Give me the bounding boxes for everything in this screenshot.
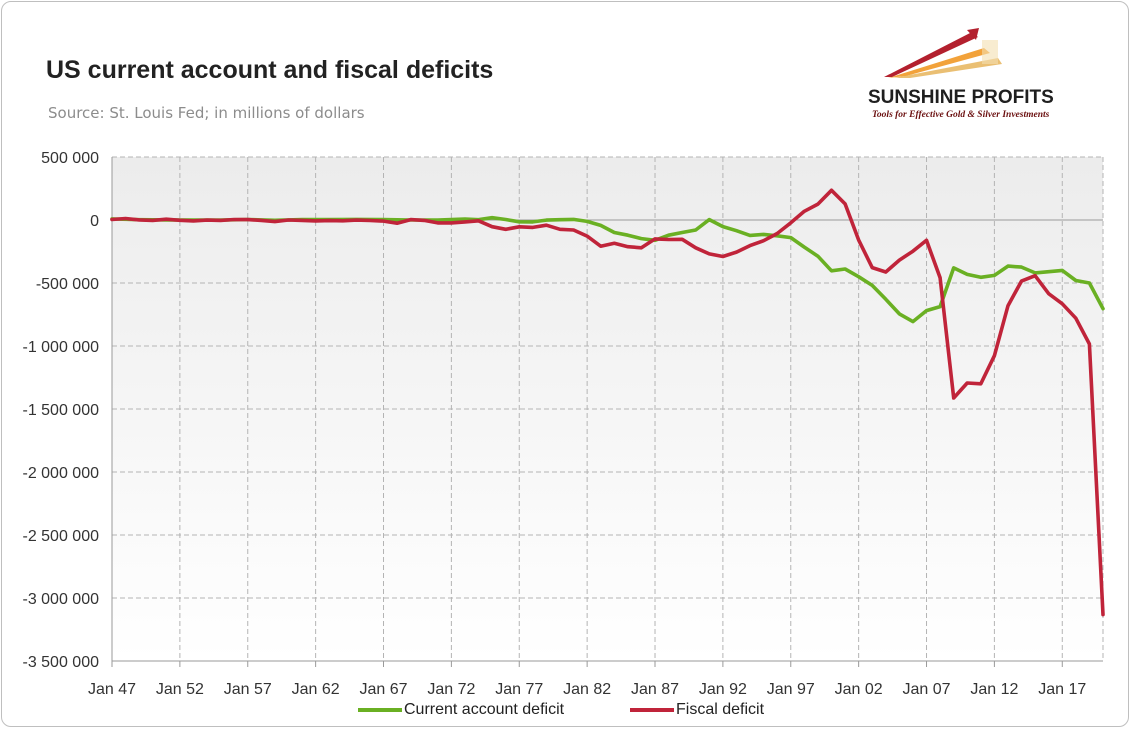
y-tick-label: -2 000 000 xyxy=(22,465,99,482)
x-tick-label: Jan 52 xyxy=(156,681,204,698)
x-tick-label: Jan 87 xyxy=(631,681,679,698)
legend: Current account deficit Fiscal deficit xyxy=(0,701,1132,723)
x-tick-label: Jan 82 xyxy=(563,681,611,698)
logo-tagline: Tools for Effective Gold & Silver Invest… xyxy=(872,110,1050,120)
x-tick-label: Jan 02 xyxy=(835,681,883,698)
logo-gold-arrow xyxy=(894,58,1002,78)
x-tick-label: Jan 72 xyxy=(427,681,475,698)
legend-label-current-account: Current account deficit xyxy=(404,701,565,718)
legend-swatch-fiscal xyxy=(630,708,674,712)
chart-title: US current account and fiscal deficits xyxy=(46,56,494,84)
y-tick-label: -1 000 000 xyxy=(22,339,99,356)
x-axis-tick-labels: Jan 47 Jan 52 Jan 57 Jan 62 Jan 67 Jan 72 Jan … xyxy=(88,681,1086,698)
legend-item-fiscal: Fiscal deficit xyxy=(630,701,764,719)
x-tick-label: Jan 47 xyxy=(88,681,136,698)
series-lines xyxy=(110,188,1105,617)
x-tick-label: Jan 92 xyxy=(699,681,747,698)
x-tick-label: Jan 77 xyxy=(495,681,543,698)
x-tick-label: Jan 07 xyxy=(902,681,950,698)
legend-swatch-current-account xyxy=(358,708,402,712)
x-tick-label: Jan 97 xyxy=(767,681,815,698)
x-tick-label: Jan 62 xyxy=(292,681,340,698)
rising-arrows-logo-icon xyxy=(884,28,1002,78)
legend-item-current-account: Current account deficit xyxy=(358,701,564,719)
legend-label-fiscal: Fiscal deficit xyxy=(676,701,765,718)
logo-glow xyxy=(982,40,998,64)
y-tick-label: 500 000 xyxy=(41,150,99,167)
y-tick-label: -3 000 000 xyxy=(22,591,99,608)
logo-red-arrow xyxy=(884,32,978,77)
x-tick-label: Jan 17 xyxy=(1038,681,1086,698)
y-tick-label: -1 500 000 xyxy=(22,402,99,419)
y-tick-label: -3 500 000 xyxy=(22,654,99,671)
y-axis-tick-labels: 500 000 0 -500 000 -1 000 000 -1 500 000 -2 0… xyxy=(22,150,99,671)
chart-subtitle: Source: St. Louis Fed; in millions of do… xyxy=(48,104,365,122)
series-line-fiscal xyxy=(110,188,1105,617)
x-tick-label: Jan 57 xyxy=(224,681,272,698)
logo-red-arrowhead xyxy=(967,28,979,40)
x-tick-label: Jan 12 xyxy=(970,681,1018,698)
logo-name: SUNSHINE PROFITS xyxy=(868,87,1054,108)
sunshine-profits-logo: SUNSHINE PROFITS Tools for Effective Gol… xyxy=(866,28,1081,123)
y-tick-label: -500 000 xyxy=(36,276,99,293)
y-tick-label: -2 500 000 xyxy=(22,528,99,545)
logo-orange-arrow xyxy=(888,48,990,78)
y-tick-label: 0 xyxy=(90,213,99,230)
x-tick-label: Jan 67 xyxy=(359,681,407,698)
